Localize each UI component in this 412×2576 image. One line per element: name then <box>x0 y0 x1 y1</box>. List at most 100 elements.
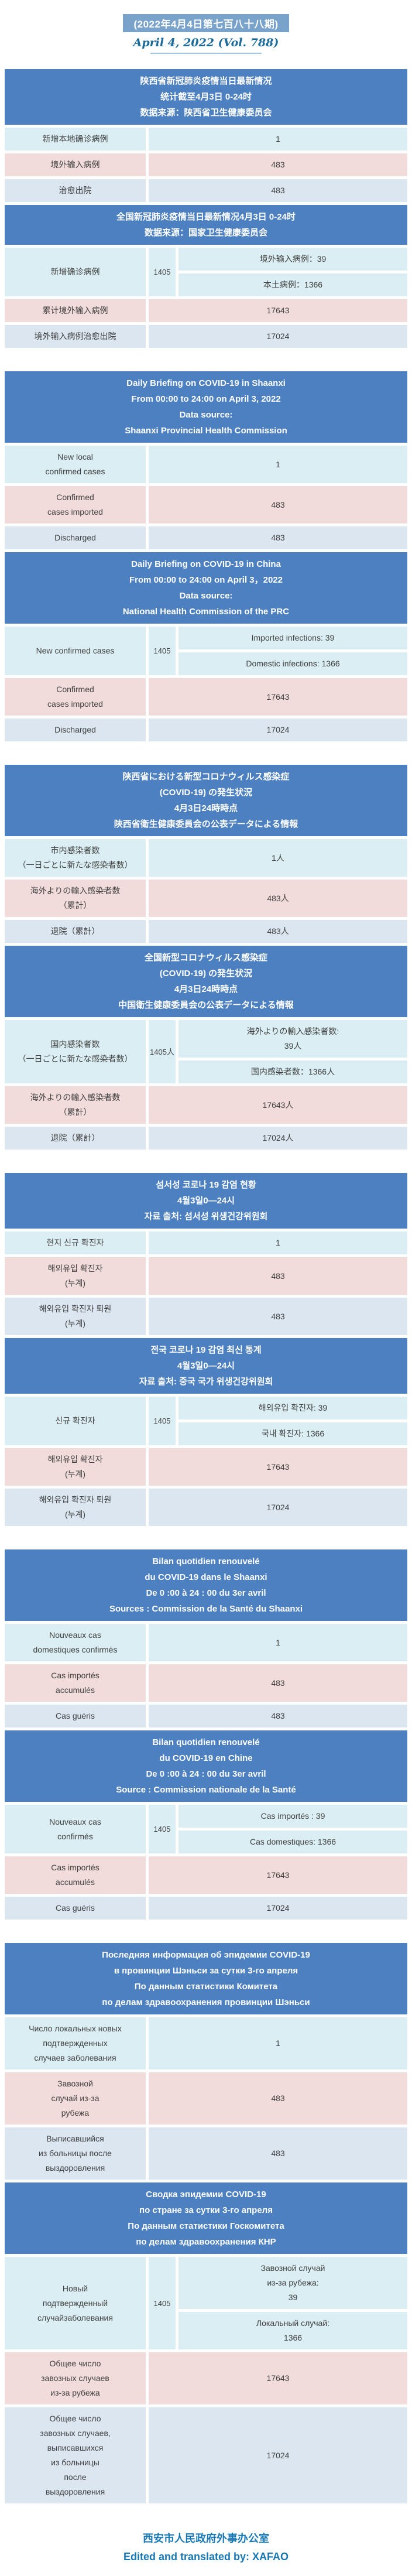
table-row: 해외유입 확진자 퇴원 (누계) 483 <box>5 1298 407 1335</box>
total-cell: 1405 <box>149 627 176 675</box>
breakdown-cell-domestic: Domestic infections: 1366 <box>178 652 407 675</box>
table-row: 新增本地确诊病例 1 <box>5 128 407 150</box>
row-value: 1 <box>149 1624 407 1661</box>
row-value: 483 <box>149 1298 407 1335</box>
row-label: 境外输入病例 <box>5 153 146 176</box>
underline-rule <box>150 53 262 54</box>
breakdown-cell-domestic: 国内感染者数：1366人 <box>178 1060 407 1083</box>
table-row: Число локальных новых подтвержденных слу… <box>5 2017 407 2069</box>
row-label: 治愈出院 <box>5 179 146 202</box>
row-label: Cas importés accumulés <box>5 1856 146 1894</box>
provincial-table-header: 섬서성 코로나 19 감염 현황 4월3일0—24시 자료 출처: 섬서성 위생… <box>5 1173 407 1229</box>
row-label: 国内感染者数 （一日ごとに新たな感染者数） <box>5 1020 146 1083</box>
table-row: 해외유입 확진자 퇴원 (누계) 17024 <box>5 1489 407 1526</box>
table-row: 海外よりの輸入感染者数 （累計） 17643人 <box>5 1086 407 1124</box>
row-label: Cas guéris <box>5 1705 146 1727</box>
table-row: Nouveaux cas domestiques confirmés 1 <box>5 1624 407 1661</box>
row-value: 483 <box>149 1664 407 1702</box>
total-cell: 1405 <box>149 1805 176 1853</box>
table-row: 해외유입 확진자 (누계) 483 <box>5 1257 407 1295</box>
table-row: Общее число завозных случаев из-за рубеж… <box>5 2352 407 2404</box>
row-value: 483 <box>149 486 407 524</box>
section-korean: 섬서성 코로나 19 감염 현황 4월3일0—24시 자료 출처: 섬서성 위생… <box>5 1173 407 1526</box>
table-row: Cas importés accumulés 483 <box>5 1664 407 1702</box>
breakdown-cell-imported: Imported infections: 39 <box>178 627 407 649</box>
total-cell: 1405 <box>149 1397 176 1445</box>
row-value: 1 <box>149 446 407 483</box>
national-table-header: 全国新冠肺炎疫情当日最新情况4月3日 0-24时 数据来源：国家卫生健康委员会 <box>5 205 407 245</box>
table-row: 境外输入病例治愈出院 17024 <box>5 325 407 348</box>
breakdown-cell-domestic: Локальный случай: 1366 <box>178 2312 407 2349</box>
row-value: 483 <box>149 179 407 202</box>
row-label: 해외유입 확진자 (누계) <box>5 1448 146 1486</box>
row-value: 17643人 <box>149 1086 407 1124</box>
row-label: Общее число завозных случаев из-за рубеж… <box>5 2352 146 2404</box>
row-label: 退院（累計） <box>5 920 146 943</box>
section-chinese: 陕西省新冠肺炎疫情当日最新情况 统计截至4月3日 0-24时 数据来源：陕西省卫… <box>5 69 407 348</box>
row-label: New confirmed cases <box>5 627 146 675</box>
row-label: 신규 확진자 <box>5 1397 146 1445</box>
row-value: 483 <box>149 2072 407 2125</box>
breakdown-cell-imported: 境外输入病例：39 <box>178 248 407 271</box>
total-cell: 1405 <box>149 248 176 296</box>
row-label: Confirmed cases imported <box>5 678 146 716</box>
total-cell: 1405人 <box>149 1020 176 1083</box>
row-label: Confirmed cases imported <box>5 486 146 524</box>
row-value: 1 <box>149 2017 407 2069</box>
row-label: 新增确诊病例 <box>5 248 146 296</box>
breakdown-cell-domestic: 국내 확진자: 1366 <box>178 1422 407 1445</box>
row-label: Nouveaux cas domestiques confirmés <box>5 1624 146 1661</box>
row-value: 483 <box>149 2127 407 2180</box>
row-label: Выписавшийся из больницы после выздоровл… <box>5 2127 146 2180</box>
bulletin-page: (2022年4月4日第七百八十八期) April 4, 2022 (Vol. 7… <box>0 14 412 2576</box>
breakdown-cell-domestic: Cas domestiques: 1366 <box>178 1831 407 1853</box>
breakdown-cell-imported: Завозной случай из-за рубежа: 39 <box>178 2257 407 2309</box>
row-label: Discharged <box>5 719 146 741</box>
table-row-new-cases: 新增确诊病例 1405 境外输入病例：39 本土病例：1366 <box>5 248 407 296</box>
section-french: Bilan quotidien renouvelé du COVID-19 da… <box>5 1549 407 1920</box>
row-label: 新增本地确诊病例 <box>5 128 146 150</box>
row-value: 17024 <box>149 2407 407 2503</box>
row-value: 17643 <box>149 1448 407 1486</box>
row-value: 483 <box>149 1257 407 1295</box>
table-row-new-cases: New confirmed cases 1405 Imported infect… <box>5 627 407 675</box>
row-label: Nouveaux cas confirmés <box>5 1805 146 1853</box>
row-value: 1 <box>149 128 407 150</box>
row-label: 해외유입 확진자 퇴원 (누계) <box>5 1298 146 1335</box>
row-value: 483人 <box>149 920 407 943</box>
table-row-new-cases: 신규 확진자 1405 해외유입 확진자: 39 국내 확진자: 1366 <box>5 1397 407 1445</box>
table-row: Cas guéris 17024 <box>5 1897 407 1920</box>
row-label: Cas guéris <box>5 1897 146 1920</box>
national-table-header: Daily Briefing on COVID-19 in China From… <box>5 552 407 624</box>
table-row-new-cases: Новый подтвержденный случайзаболевания 1… <box>5 2257 407 2349</box>
row-label: 累计境外输入病例 <box>5 299 146 322</box>
table-row: Общее число завозных случаев, выписавших… <box>5 2407 407 2503</box>
row-value: 17643 <box>149 2352 407 2404</box>
table-row: Confirmed cases imported 483 <box>5 486 407 524</box>
breakdown-column: 境外输入病例：39 本土病例：1366 <box>178 248 407 296</box>
footer-credit-line: Edited and translated by: XAFAO <box>123 2551 289 2563</box>
table-row: Выписавшийся из больницы после выздоровл… <box>5 2127 407 2180</box>
table-row-new-cases: Nouveaux cas confirmés 1405 Cas importés… <box>5 1805 407 1853</box>
masthead: (2022年4月4日第七百八十八期) April 4, 2022 (Vol. 7… <box>0 14 412 54</box>
issue-title: (2022年4月4日第七百八十八期) <box>123 14 289 32</box>
provincial-table-header: Bilan quotidien renouvelé du COVID-19 da… <box>5 1549 407 1621</box>
row-value: 17024 <box>149 325 407 348</box>
table-row: New local confirmed cases 1 <box>5 446 407 483</box>
row-value: 483 <box>149 526 407 549</box>
national-table-header: Bilan quotidien renouvelé du COVID-19 en… <box>5 1730 407 1802</box>
section-english: Daily Briefing on COVID-19 in Shaanxi Fr… <box>5 371 407 741</box>
provincial-table-header: 陝西省における新型コロナウィルス感染症 (COVID-19) の発生状況 4月3… <box>5 765 407 836</box>
row-value: 17024 <box>149 719 407 741</box>
row-label: 市内感染者数 （一日ごとに新たな感染者数） <box>5 839 146 877</box>
national-table-header: Сводка эпидемии COVID-19 по стране за су… <box>5 2182 407 2254</box>
date-subtitle: April 4, 2022 (Vol. 788) <box>133 36 279 49</box>
breakdown-column: Imported infections: 39 Domestic infecti… <box>178 627 407 675</box>
breakdown-cell-imported: 해외유입 확진자: 39 <box>178 1397 407 1419</box>
national-table-header: 전국 코로나 19 감염 최신 통계 4월3일0—24시 자료 출처: 중국 국… <box>5 1338 407 1394</box>
row-value: 17643 <box>149 1856 407 1894</box>
table-row: 해외유입 확진자 (누계) 17643 <box>5 1448 407 1486</box>
row-label: Число локальных новых подтвержденных слу… <box>5 2017 146 2069</box>
footer: 西安市人民政府外事办公室 Edited and translated by: X… <box>0 2530 412 2576</box>
section-russian: Последняя информация об эпидемии COVID-1… <box>5 1943 407 2503</box>
